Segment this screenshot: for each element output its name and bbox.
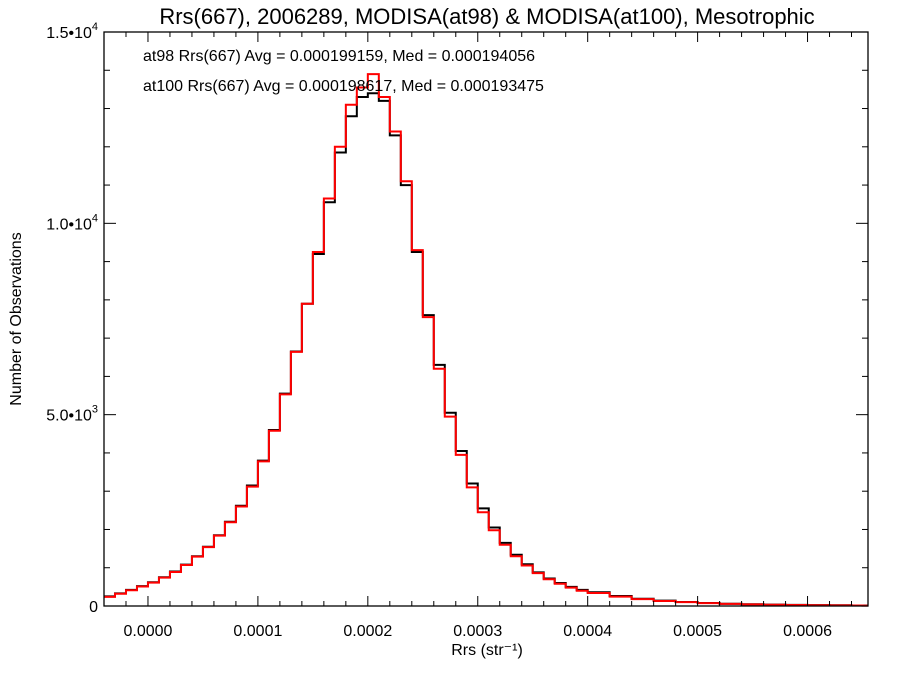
x-axis-label: Rrs (str⁻¹) bbox=[451, 642, 523, 659]
y-tick-label-base: 0 bbox=[89, 599, 98, 616]
y-tick-label: 1.5•104 bbox=[46, 21, 98, 42]
annotation-at100-stats: at100 Rrs(667) Avg = 0.000198617, Med = … bbox=[143, 78, 544, 95]
plot-frame bbox=[103, 31, 869, 607]
ticks-layer bbox=[103, 31, 868, 607]
chart-title: Rrs(667), 2006289, MODISA(at98) & MODISA… bbox=[159, 4, 814, 29]
y-tick-label-base: 1.5•10 bbox=[46, 25, 92, 42]
y-tick-label-base: 1.0•10 bbox=[46, 216, 92, 233]
histogram-series-0 bbox=[104, 92, 868, 607]
y-tick-label: 0 bbox=[89, 599, 98, 616]
y-tick-label: 1.0•104 bbox=[46, 212, 98, 233]
x-tick-label: 0.0006 bbox=[783, 623, 832, 640]
series-layer bbox=[104, 73, 868, 607]
x-tick-label: 0.0001 bbox=[233, 623, 282, 640]
y-tick-label-exponent: 4 bbox=[92, 212, 98, 224]
annotation-at98-stats: at98 Rrs(667) Avg = 0.000199159, Med = 0… bbox=[143, 48, 535, 65]
x-tick-label: 0.0003 bbox=[453, 623, 502, 640]
y-axis-label: Number of Observations bbox=[8, 232, 25, 405]
x-tick-label: 0.0005 bbox=[673, 623, 722, 640]
histogram-series-1 bbox=[104, 73, 868, 607]
y-tick-label-exponent: 3 bbox=[92, 404, 98, 416]
y-tick-label: 5.0•103 bbox=[46, 404, 98, 425]
y-tick-label-base: 5.0•10 bbox=[46, 408, 92, 425]
x-tick-label: 0.0002 bbox=[343, 623, 392, 640]
y-tick-label-exponent: 4 bbox=[92, 21, 98, 33]
tick-labels-layer: 0.0000 0.0001 0.0002 0.0003 0.0004 0.0005 0.00… bbox=[46, 21, 832, 640]
x-tick-label: 0.0004 bbox=[563, 623, 612, 640]
x-tick-label: 0.0000 bbox=[124, 623, 173, 640]
